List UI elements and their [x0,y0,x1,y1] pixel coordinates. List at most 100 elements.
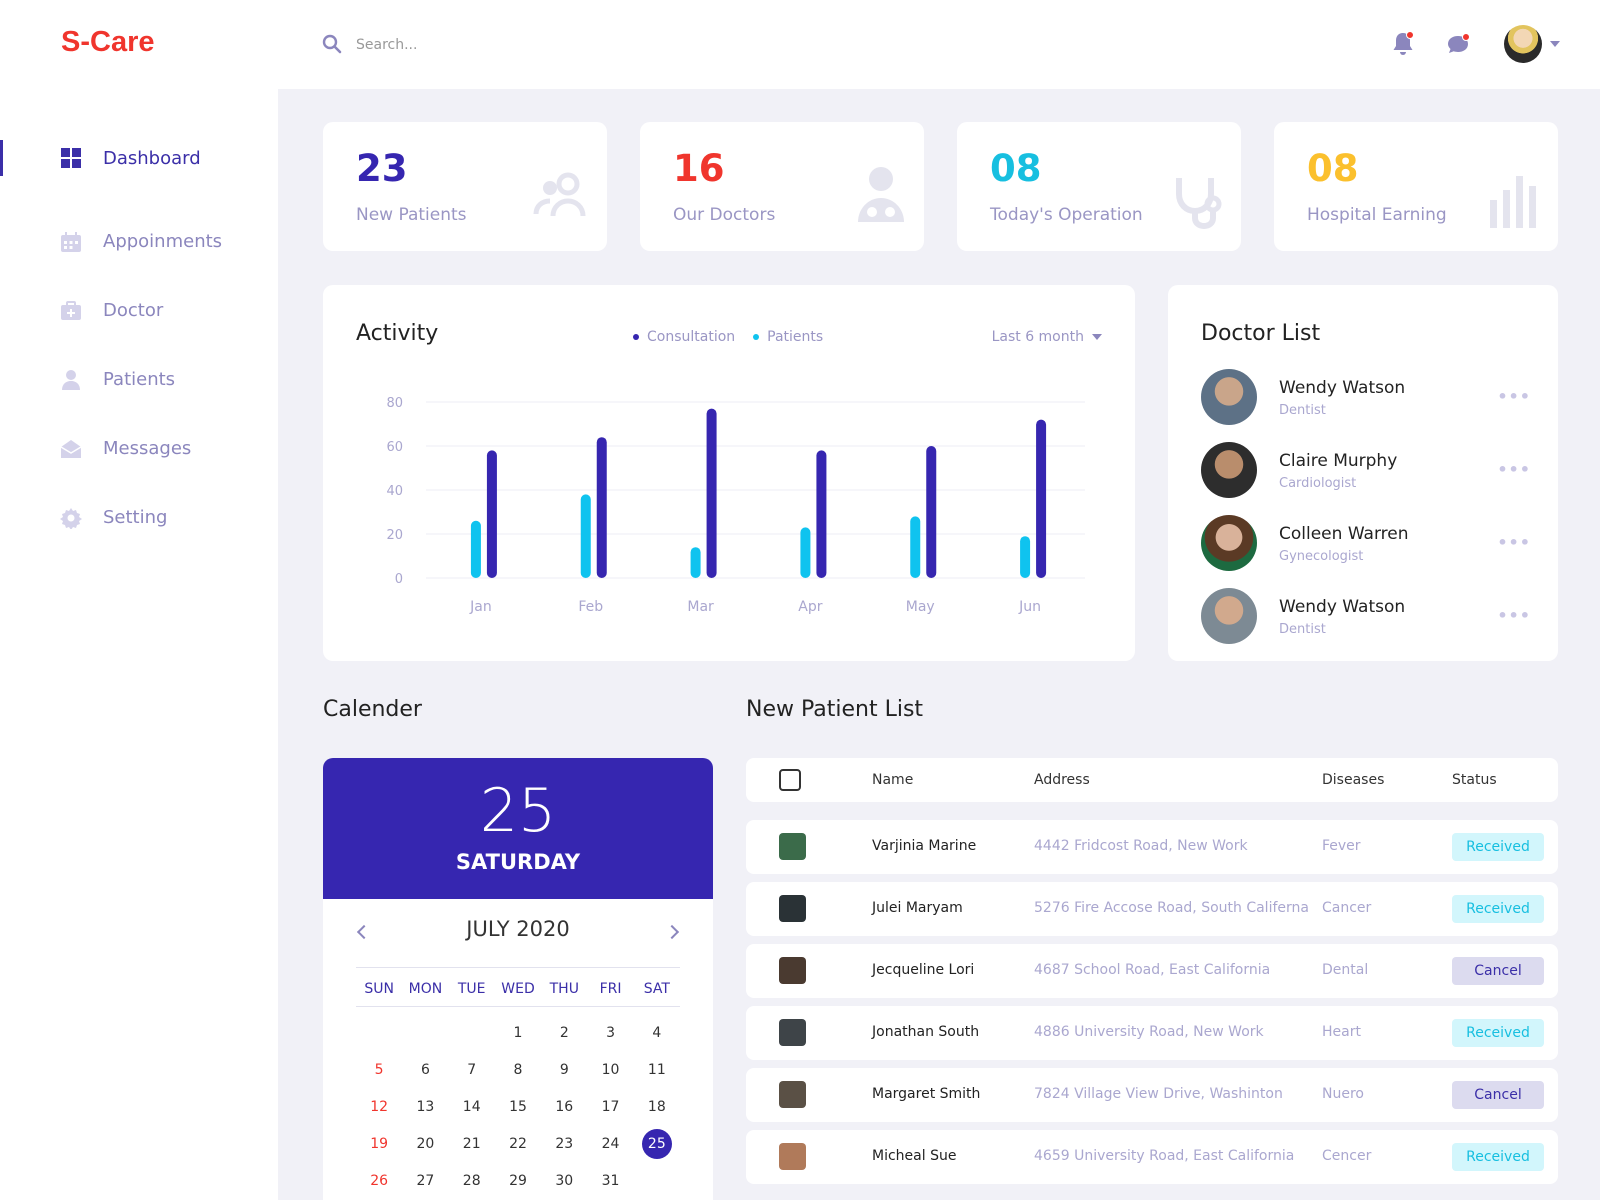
sidebar-item-appoinments[interactable]: Appoinments [0,207,278,276]
bar-patients-may[interactable] [910,516,921,578]
x-tick-label: Mar [687,599,714,615]
more-options-icon[interactable]: ••• [1497,460,1531,479]
calendar-day[interactable]: 23 [555,1136,574,1152]
stat-card-operations[interactable]: 08 Today's Operation [957,122,1241,251]
calendar-day[interactable]: 9 [559,1062,569,1078]
calendar-day[interactable]: 29 [509,1173,527,1189]
sidebar-item-label: Doctor [103,300,164,321]
stethoscope-icon [1176,178,1222,230]
calendar-day[interactable]: 11 [647,1062,666,1078]
column-header-address[interactable]: Address [1034,772,1090,788]
bar-patients-jun[interactable] [1020,536,1031,578]
more-options-icon[interactable]: ••• [1497,387,1531,406]
sidebar-item-dashboard[interactable]: Dashboard [0,138,278,178]
select-all-checkbox[interactable] [779,769,801,791]
more-options-icon[interactable]: ••• [1497,606,1531,625]
status-badge[interactable]: Cancel [1452,957,1544,985]
doctor-name: Wendy Watson [1279,378,1406,398]
stat-card-doctors[interactable]: 16 Our Doctors [640,122,924,251]
doctor-list-item[interactable]: Wendy Watson Dentist ••• [1201,369,1531,427]
bar-consultation-feb[interactable] [596,437,607,578]
column-header-status[interactable]: Status [1452,772,1497,788]
doctor-list-item[interactable]: Colleen Warren Gynecologist ••• [1201,515,1531,573]
calendar-day[interactable]: 7 [467,1062,477,1078]
stat-card-earning[interactable]: 08 Hospital Earning [1274,122,1558,251]
y-tick-label: 60 [386,440,403,455]
calendar-day[interactable]: 25 [634,1126,680,1163]
patient-address: 4687 School Road, East California [1034,962,1271,978]
table-row[interactable]: Jonathan South 4886 University Road, New … [746,1006,1558,1060]
status-badge[interactable]: Received [1452,895,1544,923]
status-badge[interactable]: Received [1452,1019,1544,1047]
calendar-day[interactable]: 31 [601,1173,620,1189]
calendar-day[interactable]: 17 [601,1099,620,1115]
status-badge[interactable]: Received [1452,833,1544,861]
calendar-day[interactable]: 2 [559,1025,569,1041]
calendar-day[interactable]: 22 [509,1136,527,1152]
calendar-day[interactable]: 19 [370,1136,389,1152]
weekday-label: MON [408,981,443,997]
doctor-list-item[interactable]: Claire Murphy Cardiologist ••• [1201,442,1531,500]
bar-consultation-may[interactable] [926,446,937,578]
calendar-day[interactable]: 28 [462,1173,481,1189]
calendar-day[interactable]: 3 [606,1025,616,1041]
sidebar-item-messages[interactable]: Messages [0,414,278,483]
legend-consultation[interactable]: Consultation [633,329,735,345]
bar-consultation-apr[interactable] [816,450,827,578]
bar-patients-jan[interactable] [470,520,481,578]
sidebar-item-setting[interactable]: Setting [0,483,278,552]
table-row[interactable]: Varjinia Marine 4442 Fridcost Road, New W… [746,820,1558,874]
table-row[interactable]: Micheal Sue 4659 University Road, East Ca… [746,1130,1558,1184]
stat-card-new-patients[interactable]: 23 New Patients [323,122,607,251]
calendar-day[interactable]: 13 [416,1099,435,1115]
calendar-day[interactable]: 4 [652,1025,662,1041]
app-logo[interactable]: S-Care [61,26,155,58]
bell-icon[interactable] [1390,30,1416,58]
calendar-day[interactable]: 1 [513,1025,523,1041]
status-badge[interactable]: Received [1452,1143,1544,1171]
calendar-day[interactable]: 20 [416,1136,435,1152]
patient-disease: Cancer [1322,900,1372,916]
sidebar-item-doctor[interactable]: Doctor [0,276,278,345]
calendar-day[interactable]: 10 [601,1062,620,1078]
calendar-day[interactable]: 8 [513,1062,523,1078]
calendar-empty-cell [356,1015,402,1052]
bar-patients-feb[interactable] [580,494,591,578]
user-avatar[interactable] [1504,25,1542,63]
chevron-down-icon[interactable] [1550,41,1560,47]
table-row[interactable]: Jecqueline Lori 4687 School Road, East Ca… [746,944,1558,998]
doctor-list-item[interactable]: Wendy Watson Dentist ••• [1201,588,1531,646]
calendar-day[interactable]: 15 [509,1099,527,1115]
calendar-day[interactable]: 6 [420,1062,430,1078]
chat-icon[interactable] [1444,30,1472,58]
status-badge[interactable]: Cancel [1452,1081,1544,1109]
calendar-day[interactable]: 14 [462,1099,481,1115]
calendar-day[interactable]: 18 [647,1099,666,1115]
calendar-day[interactable]: 21 [462,1136,481,1152]
bar-consultation-mar[interactable] [706,408,717,578]
calendar-day[interactable]: 5 [374,1062,384,1078]
column-header-name[interactable]: Name [872,772,914,788]
calendar-day[interactable]: 26 [370,1173,389,1189]
bar-consultation-jan[interactable] [486,450,497,578]
calendar-day[interactable]: 12 [370,1099,389,1115]
search-input[interactable] [356,30,756,60]
sidebar-nav: Dashboard Appoinments Doctor Patients Messag… [0,138,278,552]
table-row[interactable]: Margaret Smith 7824 Village View Drive, W… [746,1068,1558,1122]
column-header-diseases[interactable]: Diseases [1322,772,1385,788]
period-dropdown[interactable]: Last 6 month [992,329,1102,345]
bar-consultation-jun[interactable] [1036,419,1047,578]
bar-patients-apr[interactable] [800,527,811,578]
table-row[interactable]: Julei Maryam 5276 Fire Accose Road, South… [746,882,1558,936]
bar-patients-mar[interactable] [690,547,701,578]
more-options-icon[interactable]: ••• [1497,533,1531,552]
legend-patients[interactable]: Patients [753,329,823,345]
calendar-day[interactable]: 27 [416,1173,435,1189]
calendar-day[interactable]: 24 [601,1136,620,1152]
sidebar-item-patients[interactable]: Patients [0,345,278,414]
top-header [278,0,1600,89]
calendar-day[interactable]: 30 [555,1173,574,1189]
search-icon[interactable] [322,34,342,54]
patient-status: Received [1452,833,1544,861]
calendar-day[interactable]: 16 [555,1099,574,1115]
